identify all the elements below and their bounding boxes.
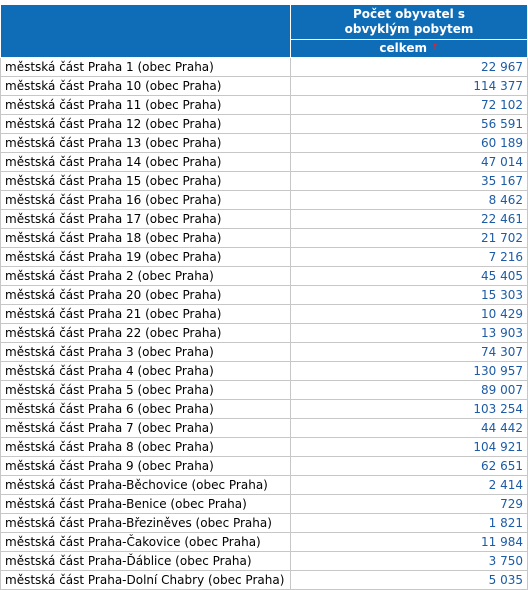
table-row: městská část Praha 9 (obec Praha) 62 651 xyxy=(0,456,528,476)
row-value-link[interactable]: 3 750 xyxy=(290,551,528,571)
row-label: městská část Praha-Běchovice (obec Praha… xyxy=(0,475,291,495)
table-row: městská část Praha 12 (obec Praha) 56 591 xyxy=(0,114,528,134)
sub-header-label: celkem xyxy=(379,41,428,55)
row-label: městská část Praha 13 (obec Praha) xyxy=(0,133,291,153)
table-row: městská část Praha 21 (obec Praha) 10 429 xyxy=(0,304,528,324)
table-row: městská část Praha-Běchovice (obec Praha… xyxy=(0,475,528,495)
row-value-link[interactable]: 89 007 xyxy=(290,380,528,400)
row-value-link[interactable]: 60 189 xyxy=(290,133,528,153)
row-label: městská část Praha 14 (obec Praha) xyxy=(0,152,291,172)
row-value-link[interactable]: 729 xyxy=(290,494,528,514)
sub-header-total[interactable]: celkem ↑ xyxy=(290,39,528,58)
table-row: městská část Praha-Benice (obec Praha) 72… xyxy=(0,494,528,514)
row-label: městská část Praha 2 (obec Praha) xyxy=(0,266,291,286)
row-label: městská část Praha 22 (obec Praha) xyxy=(0,323,291,343)
row-label: městská část Praha 12 (obec Praha) xyxy=(0,114,291,134)
row-value-link[interactable]: 1 821 xyxy=(290,513,528,533)
row-label: městská část Praha 10 (obec Praha) xyxy=(0,76,291,96)
table-row: městská část Praha 6 (obec Praha) 103 254 xyxy=(0,399,528,419)
table-row: městská část Praha 2 (obec Praha) 45 405 xyxy=(0,266,528,286)
row-label: městská část Praha-Benice (obec Praha) xyxy=(0,494,291,514)
row-label: městská část Praha 11 (obec Praha) xyxy=(0,95,291,115)
row-value-link[interactable]: 5 035 xyxy=(290,570,528,590)
row-value-link[interactable]: 22 967 xyxy=(290,57,528,77)
table-row: městská část Praha 13 (obec Praha) 60 189 xyxy=(0,133,528,153)
row-value-link[interactable]: 103 254 xyxy=(290,399,528,419)
sort-arrow-icon[interactable]: ↑ xyxy=(431,43,439,53)
row-label: městská část Praha 18 (obec Praha) xyxy=(0,228,291,248)
row-value-link[interactable]: 11 984 xyxy=(290,532,528,552)
row-label: městská část Praha-Dolní Chabry (obec Pr… xyxy=(0,570,291,590)
table-row: městská část Praha 8 (obec Praha) 104 921 xyxy=(0,437,528,457)
table-body: městská část Praha 1 (obec Praha) 22 967 m… xyxy=(0,57,528,590)
row-value-link[interactable]: 44 442 xyxy=(290,418,528,438)
row-value-link[interactable]: 47 014 xyxy=(290,152,528,172)
table-row: městská část Praha 17 (obec Praha) 22 461 xyxy=(0,209,528,229)
row-value-link[interactable]: 72 102 xyxy=(290,95,528,115)
row-value-link[interactable]: 13 903 xyxy=(290,323,528,343)
row-value-link[interactable]: 104 921 xyxy=(290,437,528,457)
table-row: městská část Praha 11 (obec Praha) 72 102 xyxy=(0,95,528,115)
table-row: městská část Praha 3 (obec Praha) 74 307 xyxy=(0,342,528,362)
row-label: městská část Praha 5 (obec Praha) xyxy=(0,380,291,400)
table-row: městská část Praha 20 (obec Praha) 15 303 xyxy=(0,285,528,305)
row-label: městská část Praha 17 (obec Praha) xyxy=(0,209,291,229)
table-row: městská část Praha-Dolní Chabry (obec Pr… xyxy=(0,570,528,590)
column-header-population: Počet obyvatel s obvyklým pobytem xyxy=(290,4,528,40)
row-value-link[interactable]: 56 591 xyxy=(290,114,528,134)
table-row: městská část Praha 16 (obec Praha) 8 462 xyxy=(0,190,528,210)
row-label: městská část Praha 15 (obec Praha) xyxy=(0,171,291,191)
row-label: městská část Praha 19 (obec Praha) xyxy=(0,247,291,267)
row-label: městská část Praha 6 (obec Praha) xyxy=(0,399,291,419)
row-label: městská část Praha 9 (obec Praha) xyxy=(0,456,291,476)
row-label: městská část Praha 3 (obec Praha) xyxy=(0,342,291,362)
row-value-link[interactable]: 62 651 xyxy=(290,456,528,476)
row-value-link[interactable]: 7 216 xyxy=(290,247,528,267)
table-row: městská část Praha 7 (obec Praha) 44 442 xyxy=(0,418,528,438)
row-value-link[interactable]: 8 462 xyxy=(290,190,528,210)
row-value-link[interactable]: 114 377 xyxy=(290,76,528,96)
row-value-link[interactable]: 10 429 xyxy=(290,304,528,324)
row-label: městská část Praha 16 (obec Praha) xyxy=(0,190,291,210)
row-value-link[interactable]: 45 405 xyxy=(290,266,528,286)
row-label: městská část Praha 4 (obec Praha) xyxy=(0,361,291,381)
row-label: městská část Praha-Březiněves (obec Prah… xyxy=(0,513,291,533)
row-label: městská část Praha 8 (obec Praha) xyxy=(0,437,291,457)
row-value-link[interactable]: 74 307 xyxy=(290,342,528,362)
row-label: městská část Praha 21 (obec Praha) xyxy=(0,304,291,324)
row-label: městská část Praha 20 (obec Praha) xyxy=(0,285,291,305)
table-row: městská část Praha 15 (obec Praha) 35 167 xyxy=(0,171,528,191)
row-label: městská část Praha-Čakovice (obec Praha) xyxy=(0,532,291,552)
row-value-link[interactable]: 22 461 xyxy=(290,209,528,229)
population-table: Počet obyvatel s obvyklým pobytem celkem… xyxy=(0,4,528,590)
header-corner-cell xyxy=(0,4,291,58)
row-value-link[interactable]: 21 702 xyxy=(290,228,528,248)
table-row: městská část Praha 22 (obec Praha) 13 903 xyxy=(0,323,528,343)
row-label: městská část Praha 7 (obec Praha) xyxy=(0,418,291,438)
table-row: městská část Praha 1 (obec Praha) 22 967 xyxy=(0,57,528,77)
table-row: městská část Praha 18 (obec Praha) 21 702 xyxy=(0,228,528,248)
table-row: městská část Praha-Březiněves (obec Prah… xyxy=(0,513,528,533)
row-label: městská část Praha-Ďáblice (obec Praha) xyxy=(0,551,291,571)
table-row: městská část Praha 10 (obec Praha) 114 37… xyxy=(0,76,528,96)
row-value-link[interactable]: 130 957 xyxy=(290,361,528,381)
table-row: městská část Praha-Čakovice (obec Praha)… xyxy=(0,532,528,552)
row-value-link[interactable]: 2 414 xyxy=(290,475,528,495)
table-row: městská část Praha 19 (obec Praha) 7 216 xyxy=(0,247,528,267)
row-value-link[interactable]: 35 167 xyxy=(290,171,528,191)
table-row: městská část Praha 14 (obec Praha) 47 014 xyxy=(0,152,528,172)
row-label: městská část Praha 1 (obec Praha) xyxy=(0,57,291,77)
table-row: městská část Praha 5 (obec Praha) 89 007 xyxy=(0,380,528,400)
table-row: městská část Praha-Ďáblice (obec Praha) 3… xyxy=(0,551,528,571)
row-value-link[interactable]: 15 303 xyxy=(290,285,528,305)
table-row: městská část Praha 4 (obec Praha) 130 957 xyxy=(0,361,528,381)
